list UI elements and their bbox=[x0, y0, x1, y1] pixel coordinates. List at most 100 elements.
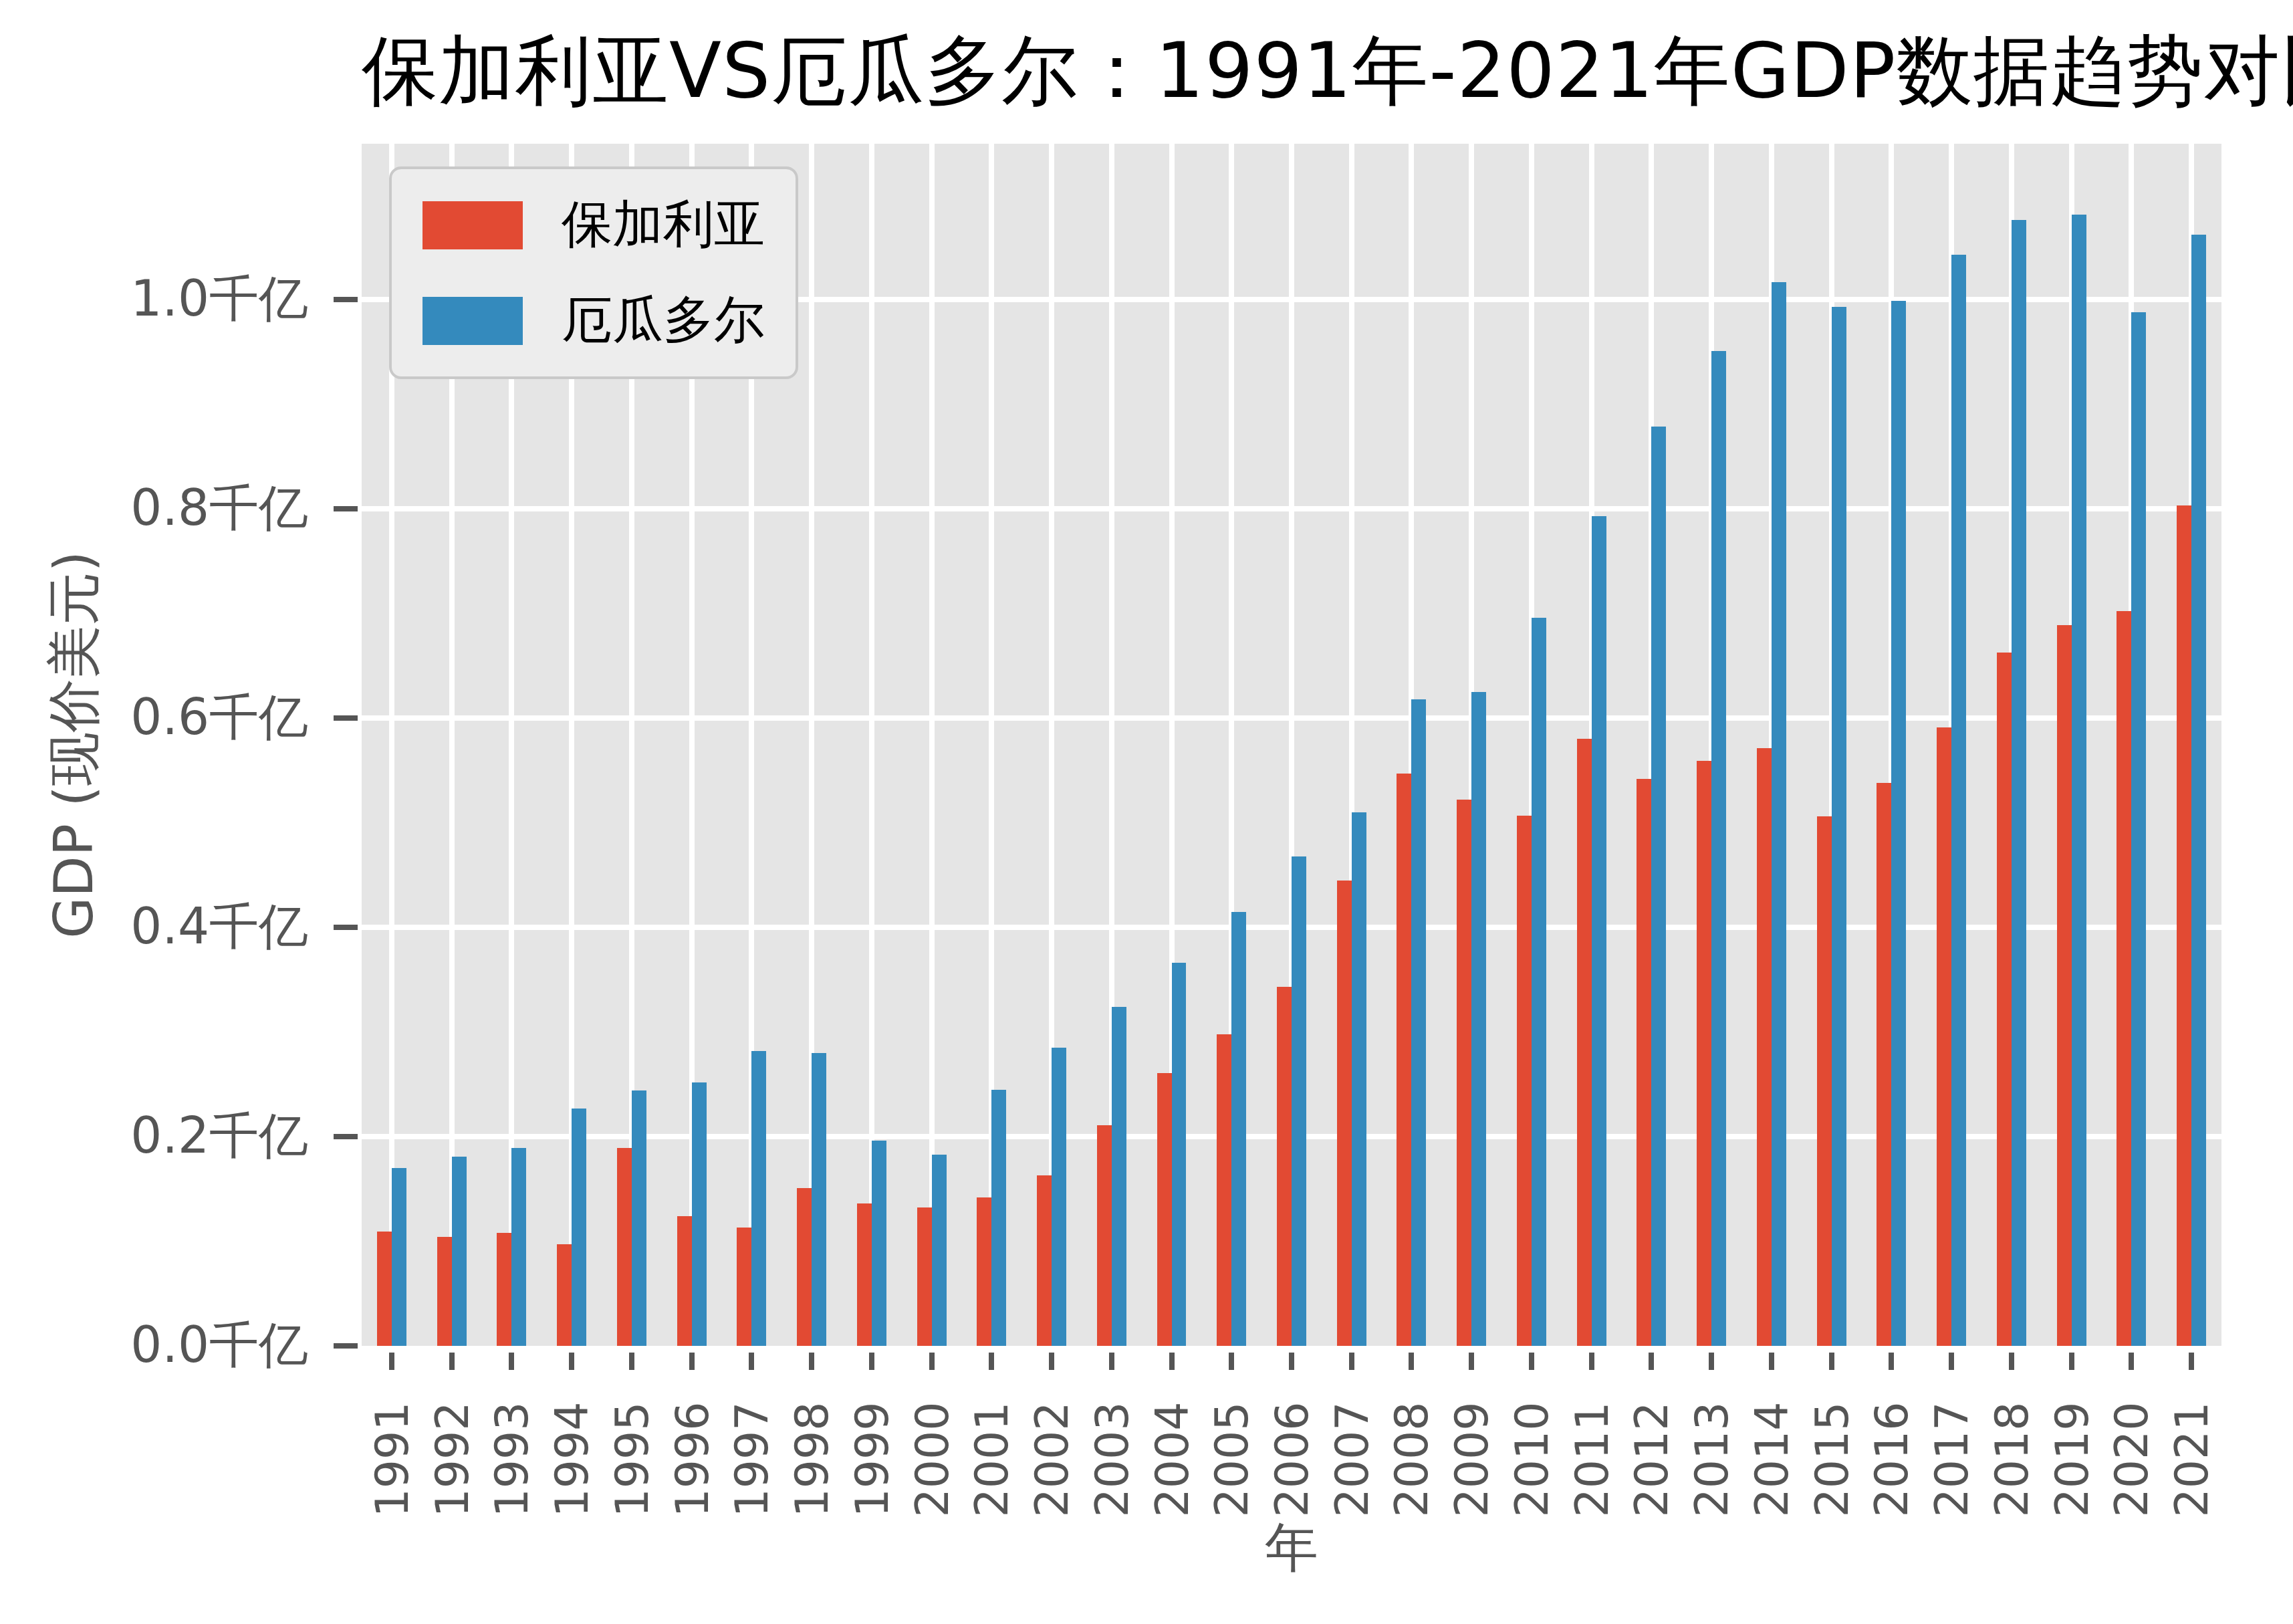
x-tick-label: 2003 bbox=[1085, 1401, 1138, 1517]
bar-ecuador-1994 bbox=[572, 1109, 586, 1346]
x-tick-mark bbox=[1529, 1353, 1534, 1370]
bar-bulgaria-1994 bbox=[557, 1244, 572, 1346]
y-tick-label: 0.4千亿 bbox=[130, 894, 308, 961]
x-tick-label: 2015 bbox=[1805, 1401, 1858, 1517]
bar-ecuador-2005 bbox=[1231, 912, 1246, 1346]
x-tick-label: 2018 bbox=[1985, 1401, 2038, 1517]
x-tick-mark bbox=[389, 1353, 394, 1370]
bar-bulgaria-2006 bbox=[1277, 987, 1292, 1346]
bar-group-2013 bbox=[1681, 144, 1741, 1346]
x-tick-label: 2006 bbox=[1265, 1401, 1318, 1517]
y-tick-mark bbox=[334, 1343, 358, 1349]
bar-ecuador-2021 bbox=[2191, 235, 2206, 1346]
y-tick-label: 1.0千亿 bbox=[130, 266, 308, 333]
bar-bulgaria-2012 bbox=[1637, 779, 1651, 1346]
x-tick-label: 1999 bbox=[845, 1401, 898, 1517]
bar-group-2009 bbox=[1441, 144, 1501, 1346]
y-axis-label: GDP (现价美元) bbox=[39, 551, 111, 939]
bar-ecuador-2013 bbox=[1711, 351, 1726, 1346]
x-tick-mark bbox=[1169, 1353, 1175, 1370]
x-tick-mark bbox=[1769, 1353, 1774, 1370]
x-axis-label: 年 bbox=[362, 1512, 2221, 1585]
bar-bulgaria-2000 bbox=[917, 1207, 932, 1346]
bar-group-2010 bbox=[1501, 144, 1562, 1346]
x-tick-mark bbox=[629, 1353, 634, 1370]
bar-bulgaria-1993 bbox=[497, 1233, 511, 1346]
x-tick-mark bbox=[869, 1353, 874, 1370]
bar-ecuador-2000 bbox=[932, 1155, 947, 1346]
x-tick-label: 1997 bbox=[725, 1401, 778, 1517]
bar-bulgaria-2001 bbox=[977, 1197, 991, 1346]
bar-ecuador-2002 bbox=[1052, 1048, 1066, 1346]
bar-bulgaria-2010 bbox=[1517, 816, 1532, 1346]
bar-bulgaria-1991 bbox=[377, 1232, 392, 1346]
bar-bulgaria-2013 bbox=[1697, 761, 1711, 1346]
x-tick-label: 1995 bbox=[605, 1401, 658, 1517]
legend-entry-bulgaria: 保加利亚 bbox=[423, 191, 765, 259]
x-tick-label: 2011 bbox=[1565, 1401, 1618, 1517]
bar-group-2021 bbox=[2161, 144, 2221, 1346]
bar-bulgaria-2015 bbox=[1817, 816, 1832, 1346]
x-tick-mark bbox=[1349, 1353, 1354, 1370]
x-tick-mark bbox=[1109, 1353, 1114, 1370]
bar-ecuador-2011 bbox=[1592, 516, 1606, 1346]
bar-ecuador-2001 bbox=[991, 1090, 1006, 1346]
bar-ecuador-2012 bbox=[1651, 427, 1666, 1346]
bar-bulgaria-1998 bbox=[797, 1188, 812, 1346]
bar-group-2005 bbox=[1201, 144, 1261, 1346]
bar-bulgaria-2011 bbox=[1577, 739, 1592, 1346]
bar-bulgaria-1996 bbox=[677, 1216, 692, 1346]
bar-group-2014 bbox=[1741, 144, 1802, 1346]
y-tick-label: 0.2千亿 bbox=[130, 1103, 308, 1170]
x-tick-label: 2017 bbox=[1925, 1401, 1978, 1517]
y-tick-mark bbox=[334, 715, 358, 721]
figure: 保加利亚VS厄瓜多尔：1991年-2021年GDP数据趋势对比 保加利亚 厄瓜多… bbox=[0, 0, 2293, 1624]
x-tick-label: 2021 bbox=[2165, 1401, 2218, 1517]
x-tick-label: 2009 bbox=[1445, 1401, 1498, 1517]
x-tick-mark bbox=[749, 1353, 754, 1370]
bar-bulgaria-1992 bbox=[437, 1237, 452, 1346]
bar-ecuador-2003 bbox=[1112, 1007, 1126, 1346]
bar-group-2002 bbox=[1021, 144, 1082, 1346]
x-tick-mark bbox=[449, 1353, 455, 1370]
x-tick-mark bbox=[1889, 1353, 1894, 1370]
bar-group-2015 bbox=[1802, 144, 1862, 1346]
bar-ecuador-2019 bbox=[2072, 215, 2086, 1346]
bar-bulgaria-2008 bbox=[1397, 774, 1411, 1346]
bar-ecuador-2006 bbox=[1292, 856, 1306, 1346]
x-tick-mark bbox=[2189, 1353, 2194, 1370]
x-tick-label: 2010 bbox=[1505, 1401, 1558, 1517]
x-tick-mark bbox=[1469, 1353, 1474, 1370]
chart-title: 保加利亚VS厄瓜多尔：1991年-2021年GDP数据趋势对比 bbox=[362, 27, 2221, 114]
y-tick-mark bbox=[334, 297, 358, 302]
y-tick-mark bbox=[334, 506, 358, 511]
bar-group-2016 bbox=[1862, 144, 1922, 1346]
bar-bulgaria-2020 bbox=[2117, 611, 2131, 1346]
legend-swatch-ecuador bbox=[423, 297, 523, 345]
bar-group-2006 bbox=[1261, 144, 1322, 1346]
x-tick-label: 2000 bbox=[905, 1401, 958, 1517]
bar-ecuador-1997 bbox=[751, 1051, 766, 1346]
bar-group-2011 bbox=[1562, 144, 1622, 1346]
x-tick-label: 2005 bbox=[1205, 1401, 1258, 1517]
bar-group-2001 bbox=[961, 144, 1021, 1346]
y-tick-label: 0.0千亿 bbox=[130, 1312, 308, 1379]
x-tick-mark bbox=[1649, 1353, 1654, 1370]
x-tick-mark bbox=[1589, 1353, 1594, 1370]
legend-entry-ecuador: 厄瓜多尔 bbox=[423, 286, 765, 355]
bar-ecuador-1996 bbox=[692, 1082, 707, 1346]
bar-ecuador-1999 bbox=[872, 1141, 886, 1346]
x-tick-mark bbox=[809, 1353, 814, 1370]
bar-ecuador-2018 bbox=[2012, 220, 2026, 1346]
bar-group-2007 bbox=[1322, 144, 1382, 1346]
bar-ecuador-2016 bbox=[1891, 301, 1906, 1346]
bar-ecuador-1991 bbox=[392, 1168, 406, 1346]
bar-bulgaria-2018 bbox=[1997, 653, 2012, 1346]
x-tick-label: 2007 bbox=[1325, 1401, 1378, 1517]
x-tick-label: 2013 bbox=[1685, 1401, 1738, 1517]
bar-ecuador-2007 bbox=[1352, 812, 1366, 1346]
bar-bulgaria-1995 bbox=[617, 1148, 632, 1346]
bar-ecuador-2010 bbox=[1532, 618, 1546, 1346]
legend-label-bulgaria: 保加利亚 bbox=[562, 191, 765, 259]
x-tick-mark bbox=[1229, 1353, 1234, 1370]
